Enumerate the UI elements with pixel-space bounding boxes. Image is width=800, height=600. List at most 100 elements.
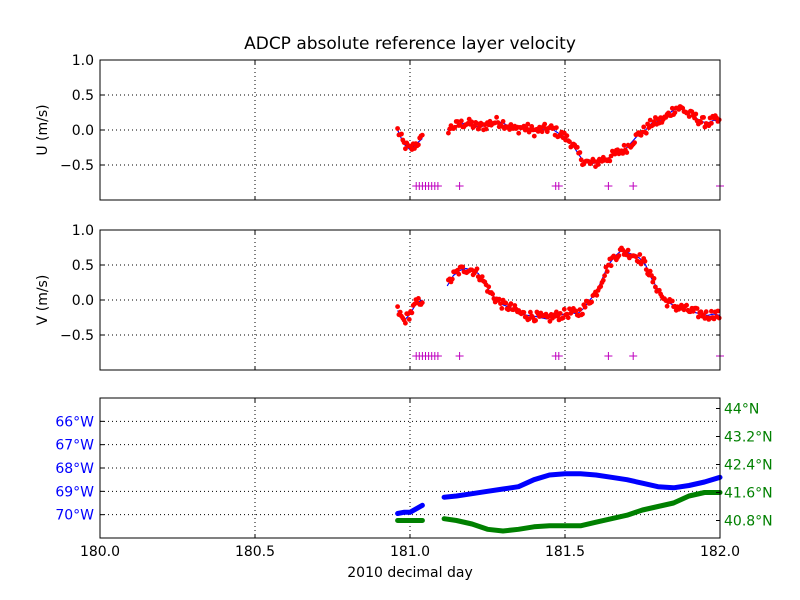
data-point (554, 309, 559, 315)
data-point (698, 119, 704, 125)
data-point (696, 314, 701, 320)
data-point (474, 266, 480, 272)
u-velocity-panel: 1.0 0.5 0.0 −0.5 U (m/s) (35, 53, 724, 201)
latitude-ticks: 44°N 43.2°N 42.4°N 41.6°N 40.8°N (716, 402, 773, 530)
data-point (483, 126, 489, 132)
data-point (521, 310, 527, 315)
data-point (577, 307, 583, 312)
data-point (709, 120, 714, 126)
data-point (641, 124, 647, 130)
data-point (446, 130, 451, 136)
v-ylabel: V (m/s) (35, 275, 51, 326)
data-point (455, 119, 460, 124)
u-flag-markers (412, 182, 724, 190)
data-point (486, 284, 492, 290)
data-point (598, 284, 604, 289)
data-point (647, 117, 653, 123)
data-point (542, 121, 548, 127)
data-point (624, 150, 630, 155)
data-point (595, 162, 601, 167)
data-point (456, 271, 462, 277)
data-point (689, 109, 695, 115)
data-point (669, 298, 675, 304)
data-point (499, 306, 505, 311)
smoothed-series-line (446, 106, 721, 165)
flag-marker (629, 182, 638, 190)
data-point (651, 276, 657, 281)
x-tick-label: 182.0 (700, 544, 740, 560)
data-point (642, 258, 648, 264)
data-point (664, 303, 670, 309)
data-point (647, 268, 653, 274)
data-point (557, 311, 563, 316)
data-point (533, 318, 538, 323)
longitude-tick-label: 67°W (55, 438, 94, 454)
flag-marker (604, 182, 613, 190)
data-point (524, 125, 529, 131)
data-point (490, 291, 495, 297)
data-point (633, 254, 639, 260)
data-point (567, 139, 572, 145)
data-point (397, 309, 403, 315)
data-point (395, 304, 400, 309)
data-point (494, 114, 499, 120)
data-point (508, 122, 514, 127)
data-point (608, 263, 614, 269)
data-point (505, 307, 511, 313)
flag-marker (455, 352, 464, 360)
data-point (452, 124, 458, 130)
data-point (686, 114, 692, 119)
latitude-tick-label: 41.6°N (724, 486, 773, 502)
y-tick-label: −0.5 (60, 328, 94, 344)
data-point (694, 306, 700, 311)
data-point (645, 121, 650, 127)
v-grid (100, 230, 720, 370)
data-point (531, 133, 537, 139)
data-point (539, 129, 545, 135)
data-point (565, 315, 571, 321)
position-panel: 66°W 67°W 68°W 69°W 70°W 44°N 43.2°N 42.4°N 41.… (55, 397, 773, 581)
y-tick-label: 0.5 (72, 258, 94, 274)
data-point (643, 267, 649, 272)
data-point (672, 110, 678, 115)
data-point (715, 308, 721, 314)
data-point (419, 300, 425, 306)
data-point (516, 130, 522, 136)
data-point (561, 306, 567, 312)
data-point (600, 277, 606, 283)
data-point (416, 142, 421, 148)
x-axis-label: 2010 decimal day (347, 565, 472, 581)
y-tick-label: 1.0 (72, 223, 94, 239)
v-x-ticks (99, 230, 721, 370)
x-tick-label: 180.0 (80, 544, 120, 560)
data-point (632, 140, 637, 146)
longitude-track (395, 502, 425, 516)
y-tick-label: 0.5 (72, 88, 94, 104)
flag-marker (433, 352, 442, 360)
v-velocity-panel: 1.0 0.5 0.0 −0.5 V (m/s) (35, 223, 724, 371)
data-point (564, 311, 570, 317)
latitude-tick-label: 42.4°N (724, 458, 773, 474)
v-y-ticks: 1.0 0.5 0.0 −0.5 (60, 223, 720, 344)
data-point (607, 158, 613, 164)
x-ticks: 180.0 180.5 181.0 181.5 182.0 (80, 398, 740, 560)
latitude-tick-label: 40.8°N (724, 514, 773, 530)
data-point (625, 247, 631, 253)
longitude-tick-label: 70°W (55, 508, 94, 524)
x-tick-label: 180.5 (235, 544, 275, 560)
longitude-tick-label: 66°W (55, 414, 94, 430)
data-point (564, 133, 570, 139)
longitude-tick-label: 68°W (55, 461, 94, 477)
data-point (528, 309, 533, 315)
data-point (503, 300, 509, 306)
x-tick-label: 181.5 (545, 544, 585, 560)
data-point (406, 317, 412, 322)
data-point (573, 308, 579, 314)
longitude-tick-label: 69°W (55, 484, 94, 500)
flag-marker (629, 352, 638, 360)
flag-marker (604, 352, 613, 360)
data-point (589, 299, 594, 305)
data-point (594, 292, 600, 298)
chart-title: ADCP absolute reference layer velocity (244, 34, 576, 54)
